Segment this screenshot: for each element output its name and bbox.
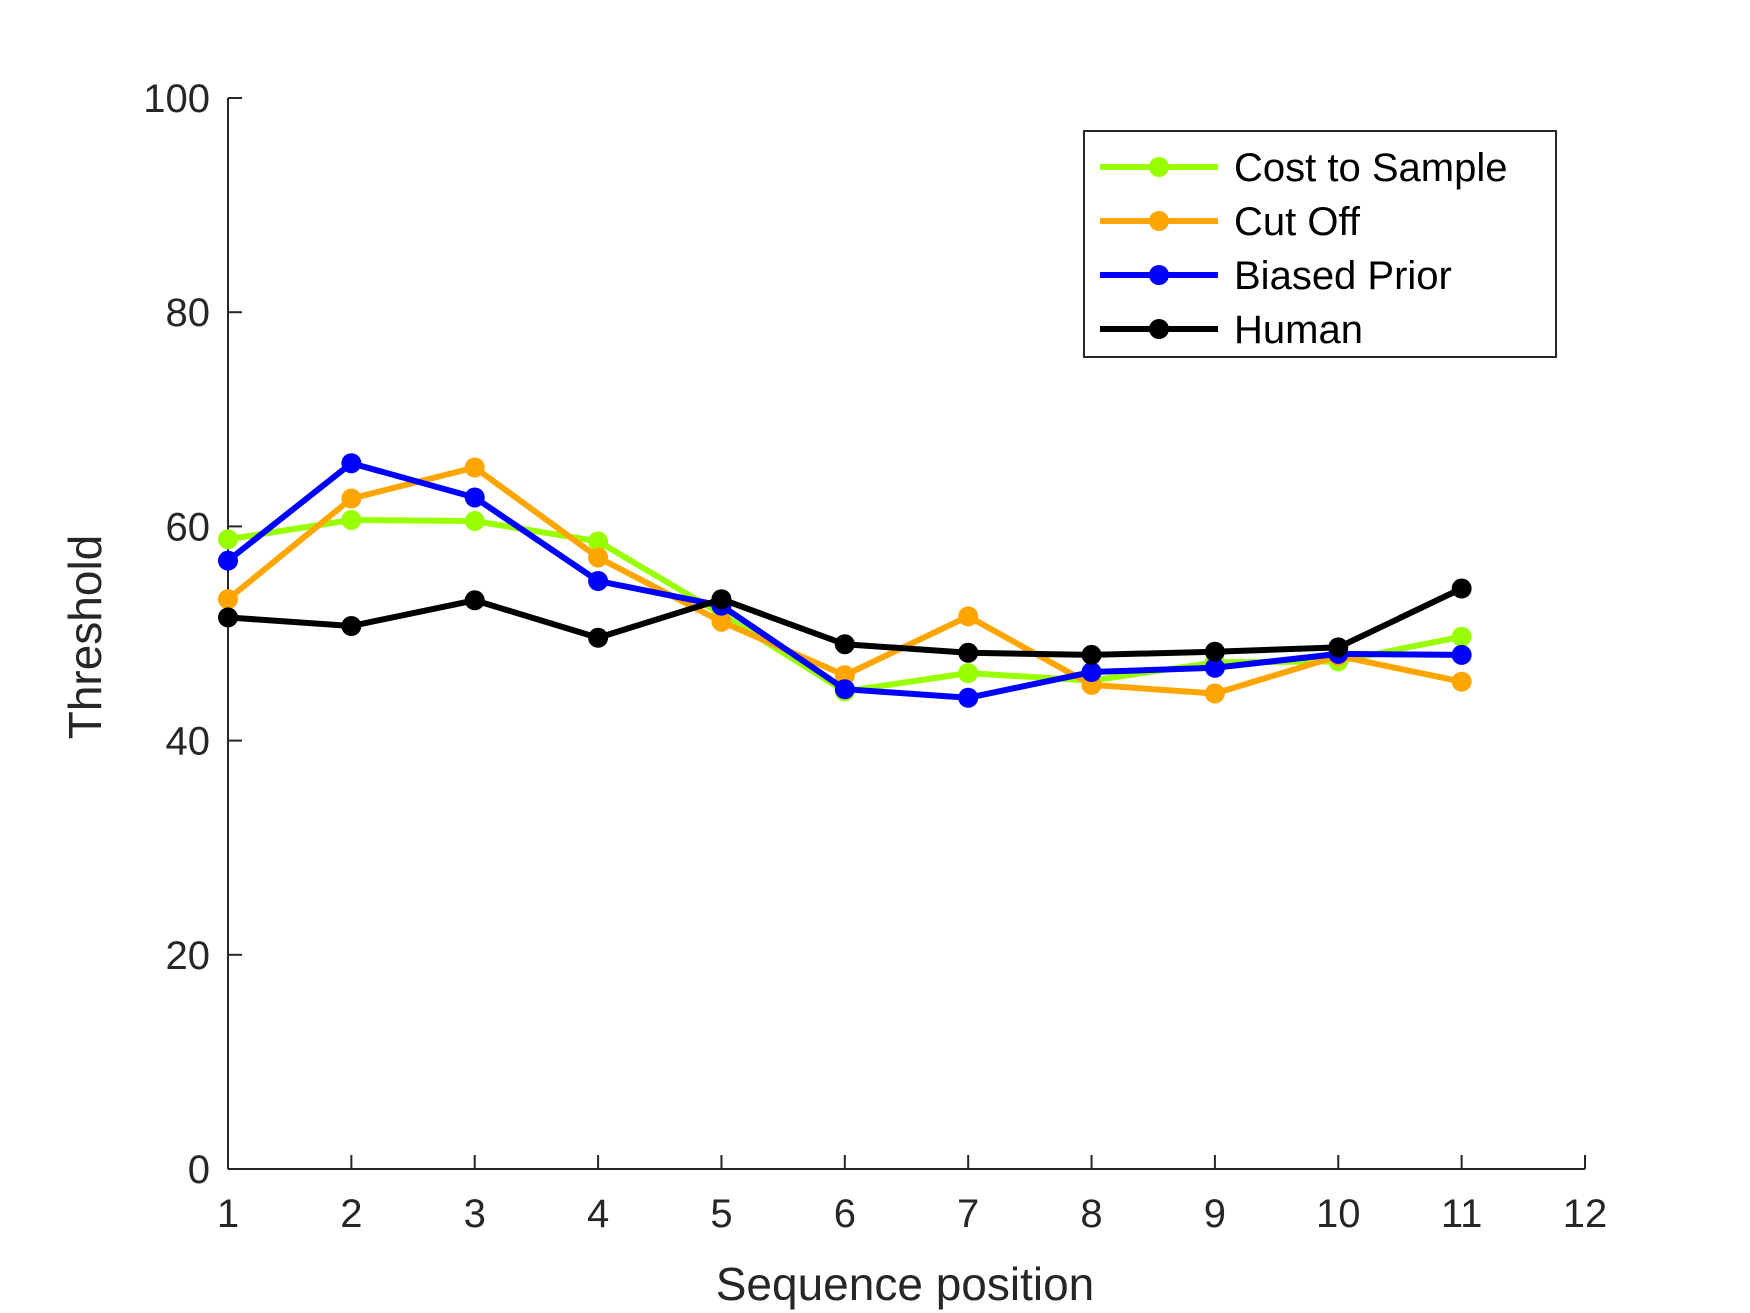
data-point-human <box>1204 641 1225 662</box>
data-point-biased-prior <box>341 453 362 474</box>
data-point-human <box>1328 637 1349 658</box>
x-tick-label: 3 <box>464 1192 486 1236</box>
series-layer <box>218 453 1472 708</box>
data-point-cost-to-sample <box>958 663 979 684</box>
data-point-cut-off <box>1204 683 1225 704</box>
data-point-biased-prior <box>1451 644 1472 665</box>
data-point-cut-off <box>588 547 609 568</box>
data-point-human <box>588 627 609 648</box>
x-axis-title: Sequence position <box>716 1258 1095 1310</box>
data-point-cut-off <box>958 606 979 627</box>
data-point-biased-prior <box>1204 657 1225 678</box>
x-tick-label: 1 <box>217 1192 239 1236</box>
legend-item-human: Human <box>1100 308 1363 352</box>
data-point-human <box>958 642 979 663</box>
data-point-cut-off <box>711 611 732 632</box>
data-point-cost-to-sample <box>1451 626 1472 647</box>
x-tick-label: 2 <box>340 1192 362 1236</box>
x-tick-label: 12 <box>1563 1192 1608 1236</box>
data-point-human <box>711 589 732 610</box>
data-point-human <box>341 616 362 637</box>
y-tick-label: 0 <box>188 1148 210 1192</box>
data-point-biased-prior <box>834 679 855 700</box>
legend-item-cut-off: Cut Off <box>1100 200 1361 244</box>
data-point-human <box>1081 644 1102 665</box>
legend-marker-cost-to-sample <box>1149 157 1169 177</box>
y-tick-label: 20 <box>166 934 211 978</box>
y-tick-label: 80 <box>166 291 211 335</box>
data-point-biased-prior <box>588 571 609 592</box>
y-tick-label: 60 <box>166 505 211 549</box>
data-point-human <box>834 634 855 655</box>
y-tick-label: 40 <box>166 720 211 764</box>
data-point-cost-to-sample <box>218 529 238 550</box>
data-point-cost-to-sample <box>464 511 485 532</box>
data-point-biased-prior <box>958 687 979 708</box>
x-tick-label: 10 <box>1316 1192 1361 1236</box>
legend-marker-human <box>1149 319 1169 339</box>
x-tick-label: 9 <box>1204 1192 1226 1236</box>
data-point-cost-to-sample <box>341 509 362 530</box>
legend-marker-biased-prior <box>1149 265 1169 285</box>
x-tick-label: 4 <box>587 1192 609 1236</box>
data-point-human <box>464 590 485 611</box>
data-point-biased-prior <box>1081 662 1102 683</box>
legend-label-human: Human <box>1234 308 1363 352</box>
x-tick-label: 6 <box>834 1192 856 1236</box>
data-point-biased-prior <box>218 550 238 571</box>
x-tick-label: 5 <box>710 1192 732 1236</box>
data-point-cut-off <box>834 665 855 686</box>
data-point-cut-off <box>1451 671 1472 692</box>
series-human <box>218 578 1472 665</box>
x-tick-label: 8 <box>1080 1192 1102 1236</box>
y-axis-title: Threshold <box>59 535 111 740</box>
data-point-cut-off <box>464 457 485 478</box>
legend-item-biased-prior: Biased Prior <box>1100 254 1452 298</box>
data-point-human <box>1451 578 1472 599</box>
legend-label-biased-prior: Biased Prior <box>1234 254 1452 298</box>
y-tick-label: 100 <box>143 77 210 121</box>
data-point-cut-off <box>341 488 362 509</box>
legend-label-cost-to-sample: Cost to Sample <box>1234 146 1507 190</box>
legend: Cost to Sample Cut Off Biased Prior Human <box>1083 130 1557 358</box>
data-point-cost-to-sample <box>588 531 609 552</box>
legend-label-cut-off: Cut Off <box>1234 200 1361 244</box>
legend-marker-cut-off <box>1149 211 1169 231</box>
x-tick-label: 7 <box>957 1192 979 1236</box>
data-point-cut-off <box>218 589 238 610</box>
x-tick-label: 11 <box>1441 1192 1483 1236</box>
data-point-biased-prior <box>464 487 485 508</box>
legend-item-cost-to-sample: Cost to Sample <box>1100 146 1507 190</box>
data-point-human <box>218 607 238 628</box>
